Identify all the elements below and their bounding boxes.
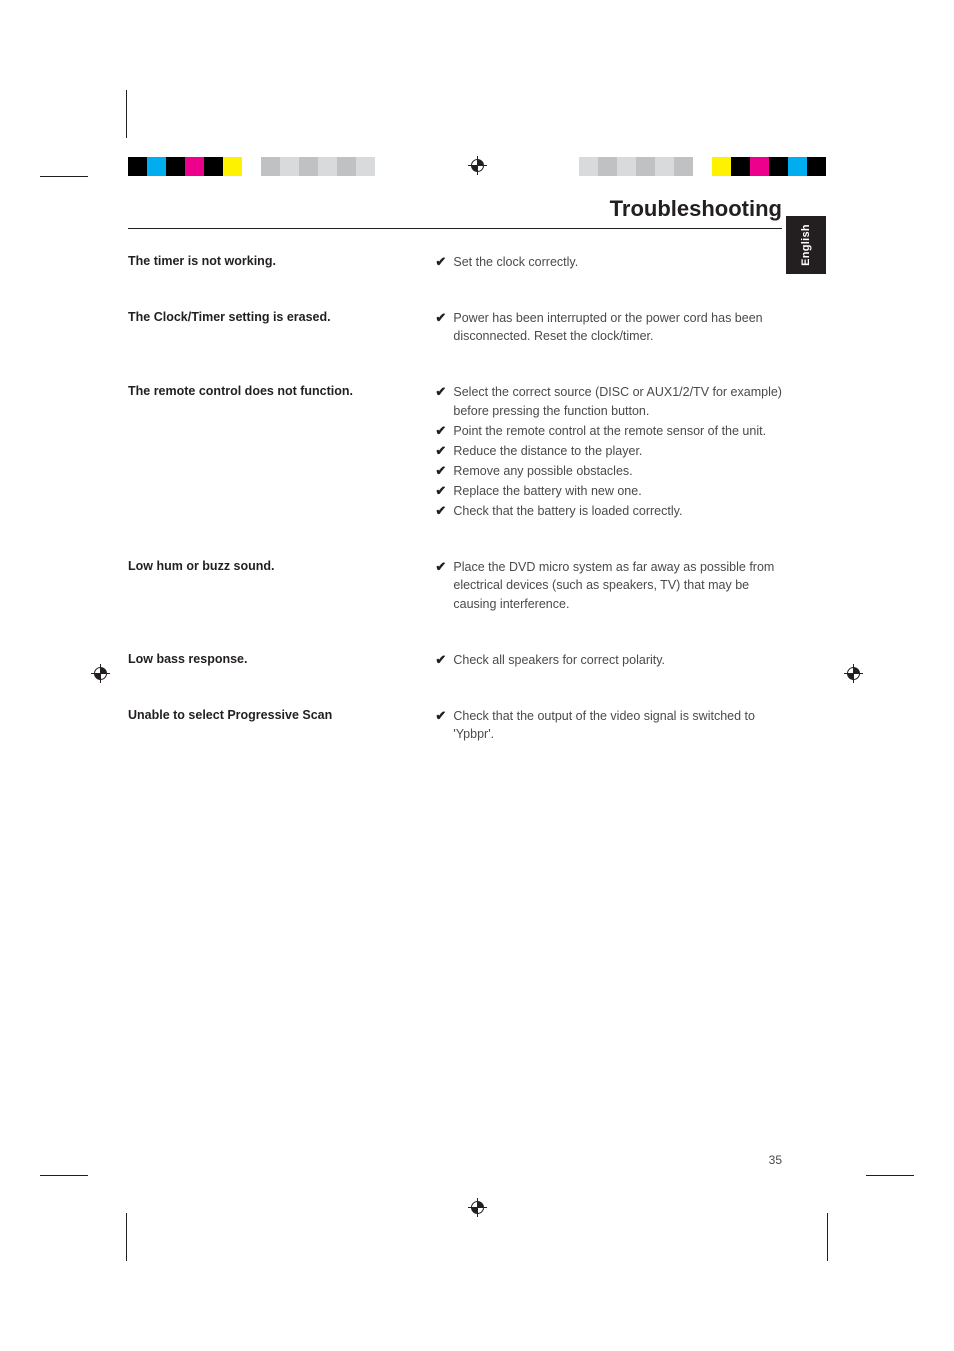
reg-cell: [299, 157, 318, 176]
troubleshooting-row: The remote control does not function.Sel…: [128, 383, 782, 522]
reg-cell: [261, 157, 280, 176]
solution-item: Place the DVD micro system as far away a…: [435, 558, 782, 612]
reg-cell: [655, 157, 674, 176]
solution-item: Check that the battery is loaded correct…: [435, 502, 782, 520]
reg-cell: [769, 157, 788, 176]
page-number: 35: [769, 1153, 782, 1167]
registration-crosshair-icon: [844, 664, 863, 683]
troubleshooting-rows: The timer is not working.Set the clock c…: [128, 253, 782, 745]
reg-cell: [579, 157, 598, 176]
problem-text: Low bass response.: [128, 651, 435, 671]
reg-cell: [617, 157, 636, 176]
reg-cell: [337, 157, 356, 176]
problem-text: The timer is not working.: [128, 253, 435, 273]
crop-mark: [126, 90, 127, 138]
solution-item: Replace the battery with new one.: [435, 482, 782, 500]
solution-item: Reduce the distance to the player.: [435, 442, 782, 460]
reg-cell: [147, 157, 166, 176]
crop-mark: [40, 1175, 88, 1176]
reg-cell: [674, 157, 693, 176]
title-rule: [128, 228, 782, 229]
solution-item: Check all speakers for correct polarity.: [435, 651, 782, 669]
reg-cell: [598, 157, 617, 176]
solution-item: Check that the output of the video signa…: [435, 707, 782, 743]
solution-list: Check all speakers for correct polarity.: [435, 651, 782, 671]
troubleshooting-row: Unable to select Progressive ScanCheck t…: [128, 707, 782, 745]
reg-gap: [242, 157, 261, 176]
crop-mark: [827, 1213, 828, 1261]
reg-cell: [280, 157, 299, 176]
solution-list: Place the DVD micro system as far away a…: [435, 558, 782, 614]
problem-text: The remote control does not function.: [128, 383, 435, 522]
problem-text: Low hum or buzz sound.: [128, 558, 435, 614]
solution-list: Set the clock correctly.: [435, 253, 782, 273]
reg-cell: [356, 157, 375, 176]
reg-cell: [223, 157, 242, 176]
troubleshooting-row: Low bass response.Check all speakers for…: [128, 651, 782, 671]
solution-item: Remove any possible obstacles.: [435, 462, 782, 480]
registration-crosshair-icon: [468, 1198, 487, 1217]
content-area: Troubleshooting English The timer is not…: [128, 176, 826, 1175]
registration-bar-left: [128, 157, 375, 176]
solution-list: Power has been interrupted or the power …: [435, 309, 782, 347]
registration-bar-right: [579, 157, 826, 176]
troubleshooting-row: The Clock/Timer setting is erased.Power …: [128, 309, 782, 347]
solution-item: Point the remote control at the remote s…: [435, 422, 782, 440]
page-root: Troubleshooting English The timer is not…: [0, 0, 954, 1351]
reg-cell: [166, 157, 185, 176]
language-tab-label: English: [800, 224, 812, 266]
registration-crosshair-icon: [91, 664, 110, 683]
reg-cell: [636, 157, 655, 176]
crop-mark: [126, 1213, 127, 1261]
solution-list: Check that the output of the video signa…: [435, 707, 782, 745]
reg-cell: [185, 157, 204, 176]
reg-cell: [807, 157, 826, 176]
solution-list: Select the correct source (DISC or AUX1/…: [435, 383, 782, 522]
reg-cell: [712, 157, 731, 176]
reg-cell: [750, 157, 769, 176]
troubleshooting-row: Low hum or buzz sound.Place the DVD micr…: [128, 558, 782, 614]
reg-cell: [731, 157, 750, 176]
solution-item: Power has been interrupted or the power …: [435, 309, 782, 345]
registration-crosshair-icon: [468, 156, 487, 175]
troubleshooting-row: The timer is not working.Set the clock c…: [128, 253, 782, 273]
reg-gap: [693, 157, 712, 176]
reg-cell: [128, 157, 147, 176]
reg-cell: [788, 157, 807, 176]
solution-item: Select the correct source (DISC or AUX1/…: [435, 383, 782, 419]
reg-cell: [318, 157, 337, 176]
solution-item: Set the clock correctly.: [435, 253, 782, 271]
page-title: Troubleshooting: [128, 196, 826, 222]
reg-cell: [204, 157, 223, 176]
language-tab: English: [786, 216, 826, 274]
crop-mark: [866, 1175, 914, 1176]
problem-text: Unable to select Progressive Scan: [128, 707, 435, 745]
crop-mark: [40, 176, 88, 177]
problem-text: The Clock/Timer setting is erased.: [128, 309, 435, 347]
